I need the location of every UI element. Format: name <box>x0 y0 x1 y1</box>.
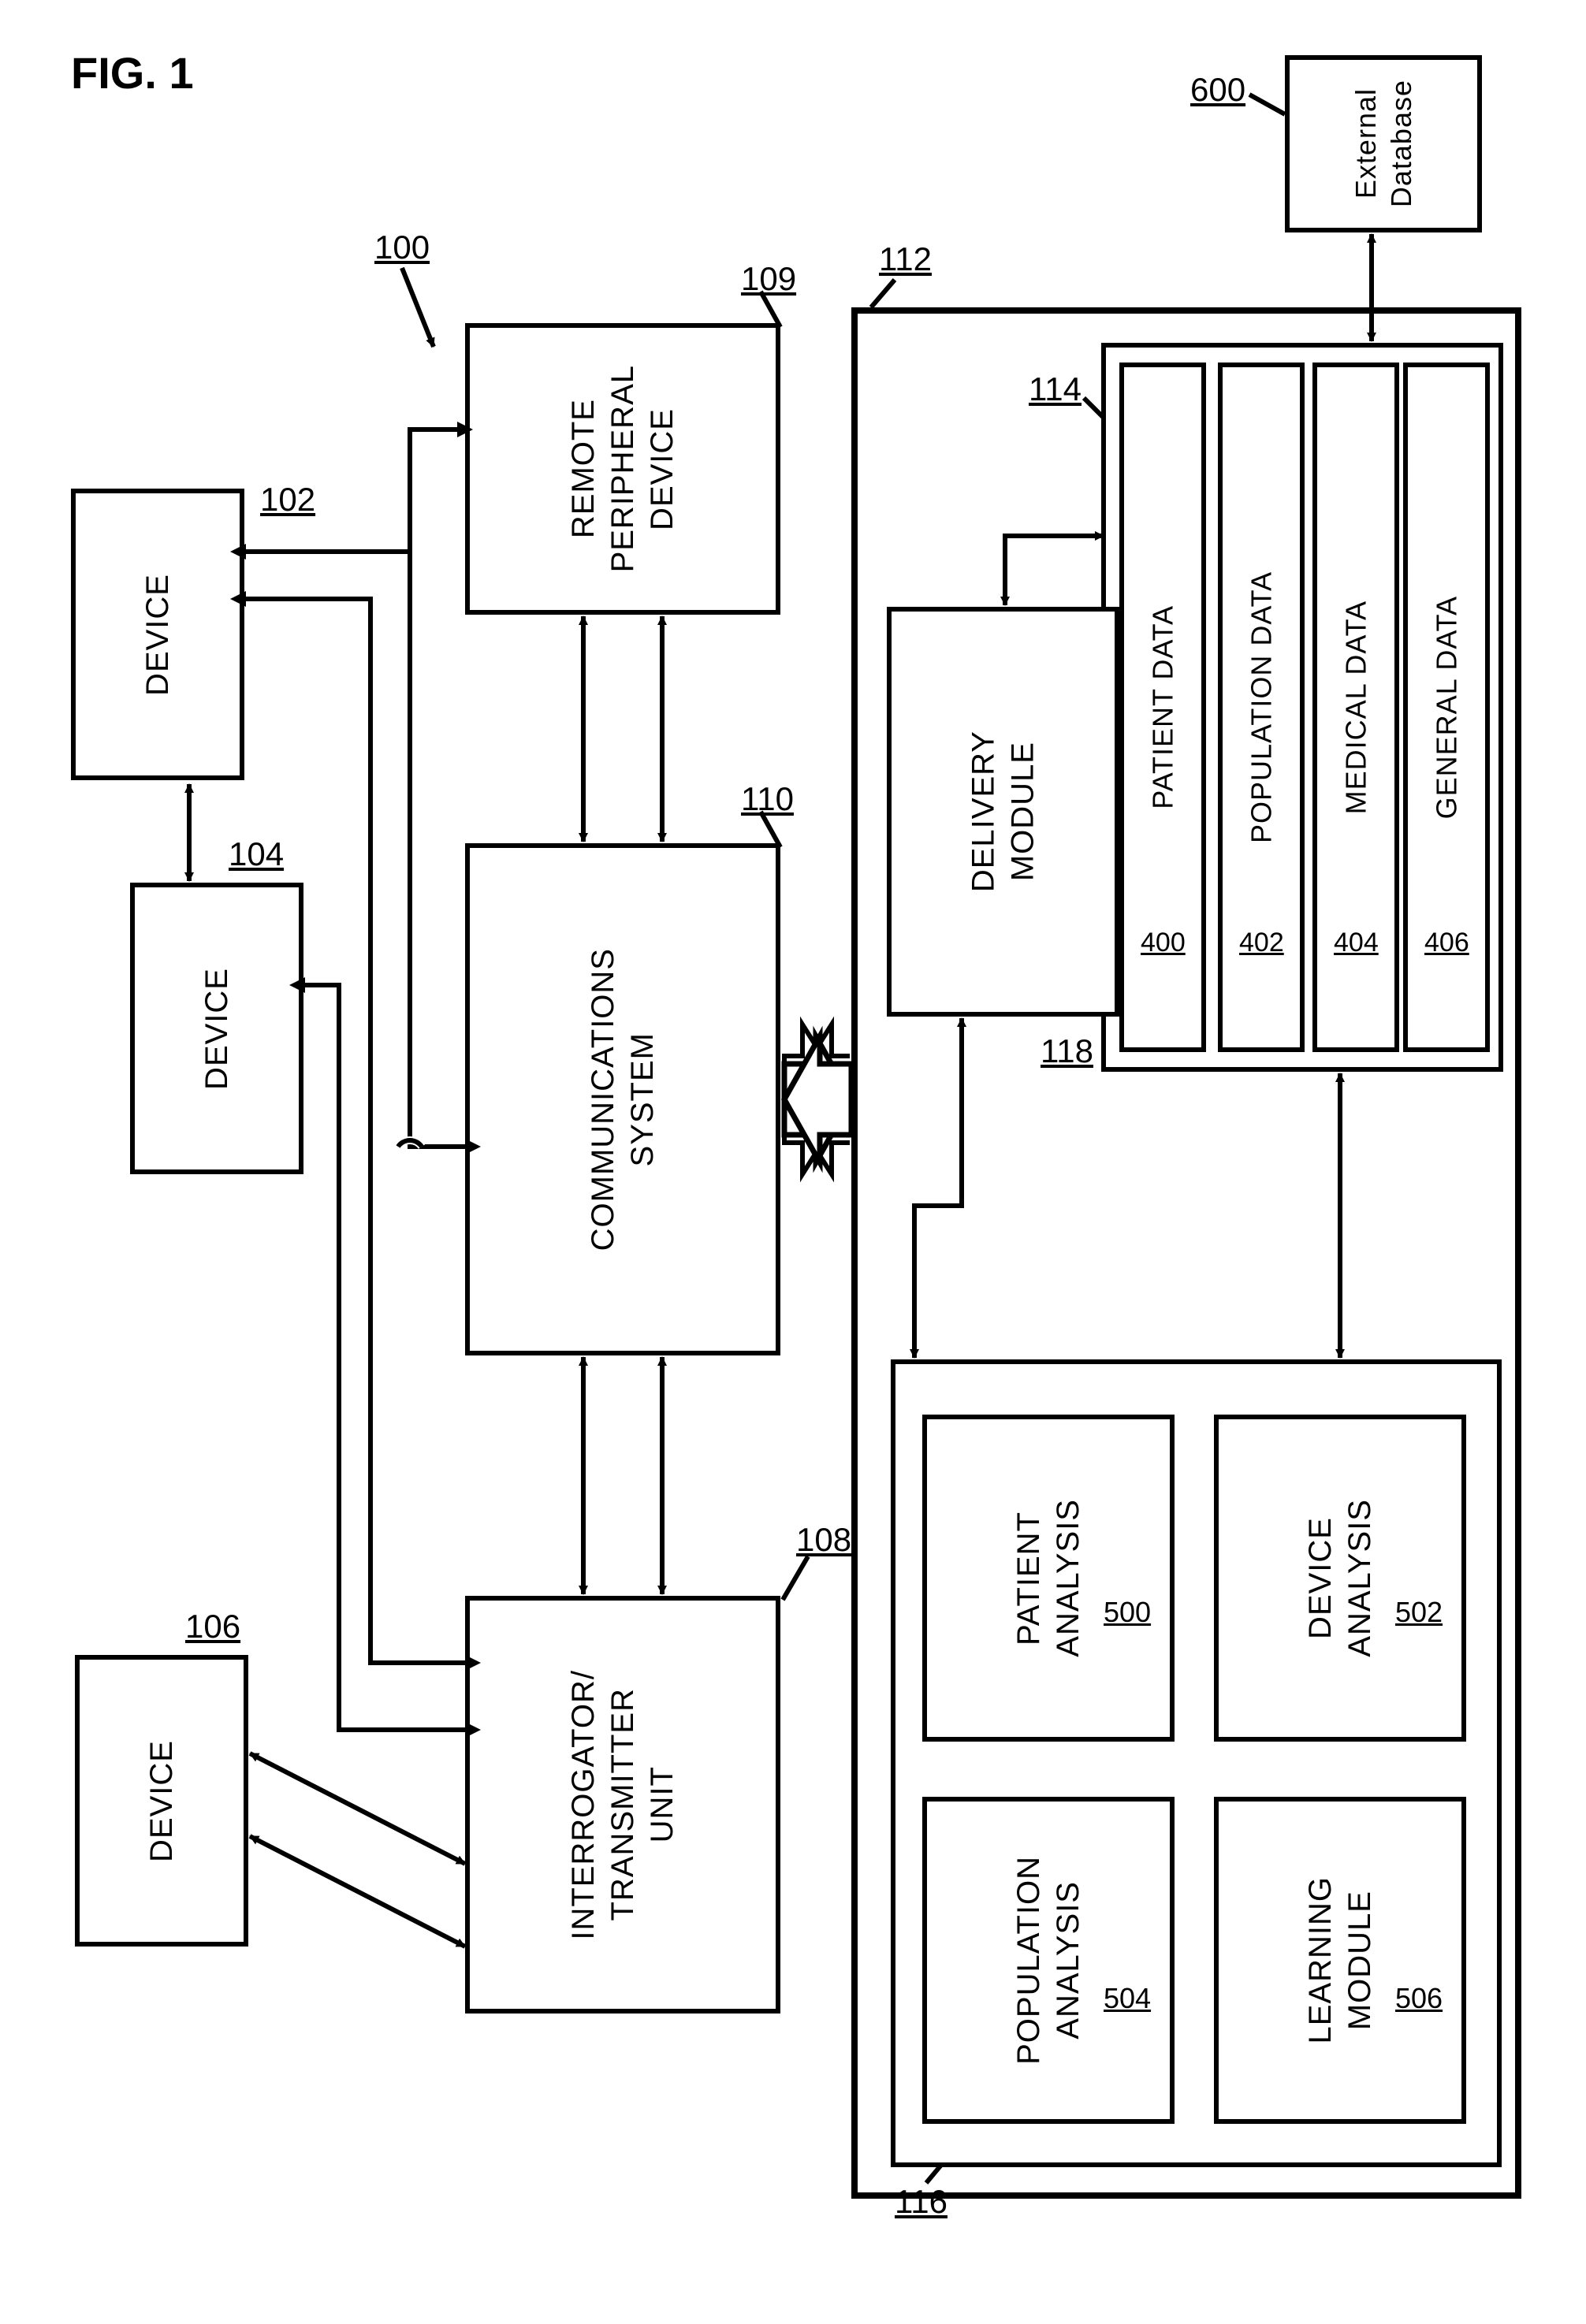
medical-data-label: MEDICAL DATA <box>1338 601 1374 814</box>
population-analysis-ref: 504 <box>1104 1982 1151 2015</box>
external-db-label: External Database <box>1348 80 1419 207</box>
population-data-ref: 402 <box>1239 928 1284 958</box>
patient-analysis-label: PATIENT ANALYSIS <box>1009 1499 1088 1657</box>
general-data-ref: 406 <box>1424 928 1469 958</box>
population-data-label: POPULATION DATA <box>1244 571 1279 843</box>
device-102-label: DEVICE <box>138 574 177 696</box>
remote-peripheral-box: REMOTE PERIPHERAL DEVICE <box>465 323 780 615</box>
device-104-box: DEVICE <box>130 883 303 1174</box>
device-102-ref: 102 <box>260 481 315 519</box>
population-analysis-label: POPULATION ANALYSIS <box>1009 1856 1088 2065</box>
delivery-module-label: DELIVERY MODULE <box>964 731 1043 892</box>
remote-peripheral-label: REMOTE PERIPHERAL DEVICE <box>564 365 682 572</box>
device-102-box: DEVICE <box>71 489 244 780</box>
learning-module-label: LEARNING MODULE <box>1301 1876 1379 2044</box>
general-data-label: GENERAL DATA <box>1429 596 1465 819</box>
itu-label: INTERROGATOR/ TRANSMITTER UNIT <box>564 1670 682 1940</box>
itu-ref: 108 <box>796 1521 851 1559</box>
server-container-ref: 112 <box>879 240 932 278</box>
device-104-ref: 104 <box>229 835 284 873</box>
system-ref: 100 <box>374 229 430 266</box>
comms-system-box: COMMUNICATIONS SYSTEM <box>465 843 780 1355</box>
population-analysis-box: POPULATION ANALYSIS <box>922 1797 1175 2124</box>
external-db-ref: 600 <box>1190 71 1245 109</box>
delivery-module-box: DELIVERY MODULE <box>887 607 1119 1017</box>
device-106-box: DEVICE <box>75 1655 248 1947</box>
medical-data-ref: 404 <box>1334 928 1379 958</box>
comms-system-ref: 110 <box>741 780 794 818</box>
device-106-ref: 106 <box>185 1608 240 1645</box>
device-analysis-label: DEVICE ANALYSIS <box>1301 1499 1379 1657</box>
patient-analysis-box: PATIENT ANALYSIS <box>922 1415 1175 1742</box>
device-104-label: DEVICE <box>197 968 236 1090</box>
device-analysis-ref: 502 <box>1395 1596 1443 1629</box>
itu-box: INTERROGATOR/ TRANSMITTER UNIT <box>465 1596 780 2014</box>
patient-analysis-ref: 500 <box>1104 1596 1151 1629</box>
patient-data-label: PATIENT DATA <box>1145 605 1181 809</box>
remote-peripheral-ref: 109 <box>741 260 796 298</box>
db-container-ref: 114 <box>1029 370 1082 408</box>
comms-system-label: COMMUNICATIONS SYSTEM <box>583 948 662 1251</box>
analysis-container-ref: 116 <box>895 2183 948 2221</box>
device-analysis-box: DEVICE ANALYSIS <box>1214 1415 1466 1742</box>
delivery-module-ref: 118 <box>1041 1032 1093 1070</box>
device-106-label: DEVICE <box>142 1740 181 1862</box>
learning-module-ref: 506 <box>1395 1982 1443 2015</box>
patient-data-ref: 400 <box>1141 928 1186 958</box>
external-db-box: External Database <box>1285 55 1482 232</box>
learning-module-box: LEARNING MODULE <box>1214 1797 1466 2124</box>
figure-title: FIG. 1 <box>71 47 194 99</box>
